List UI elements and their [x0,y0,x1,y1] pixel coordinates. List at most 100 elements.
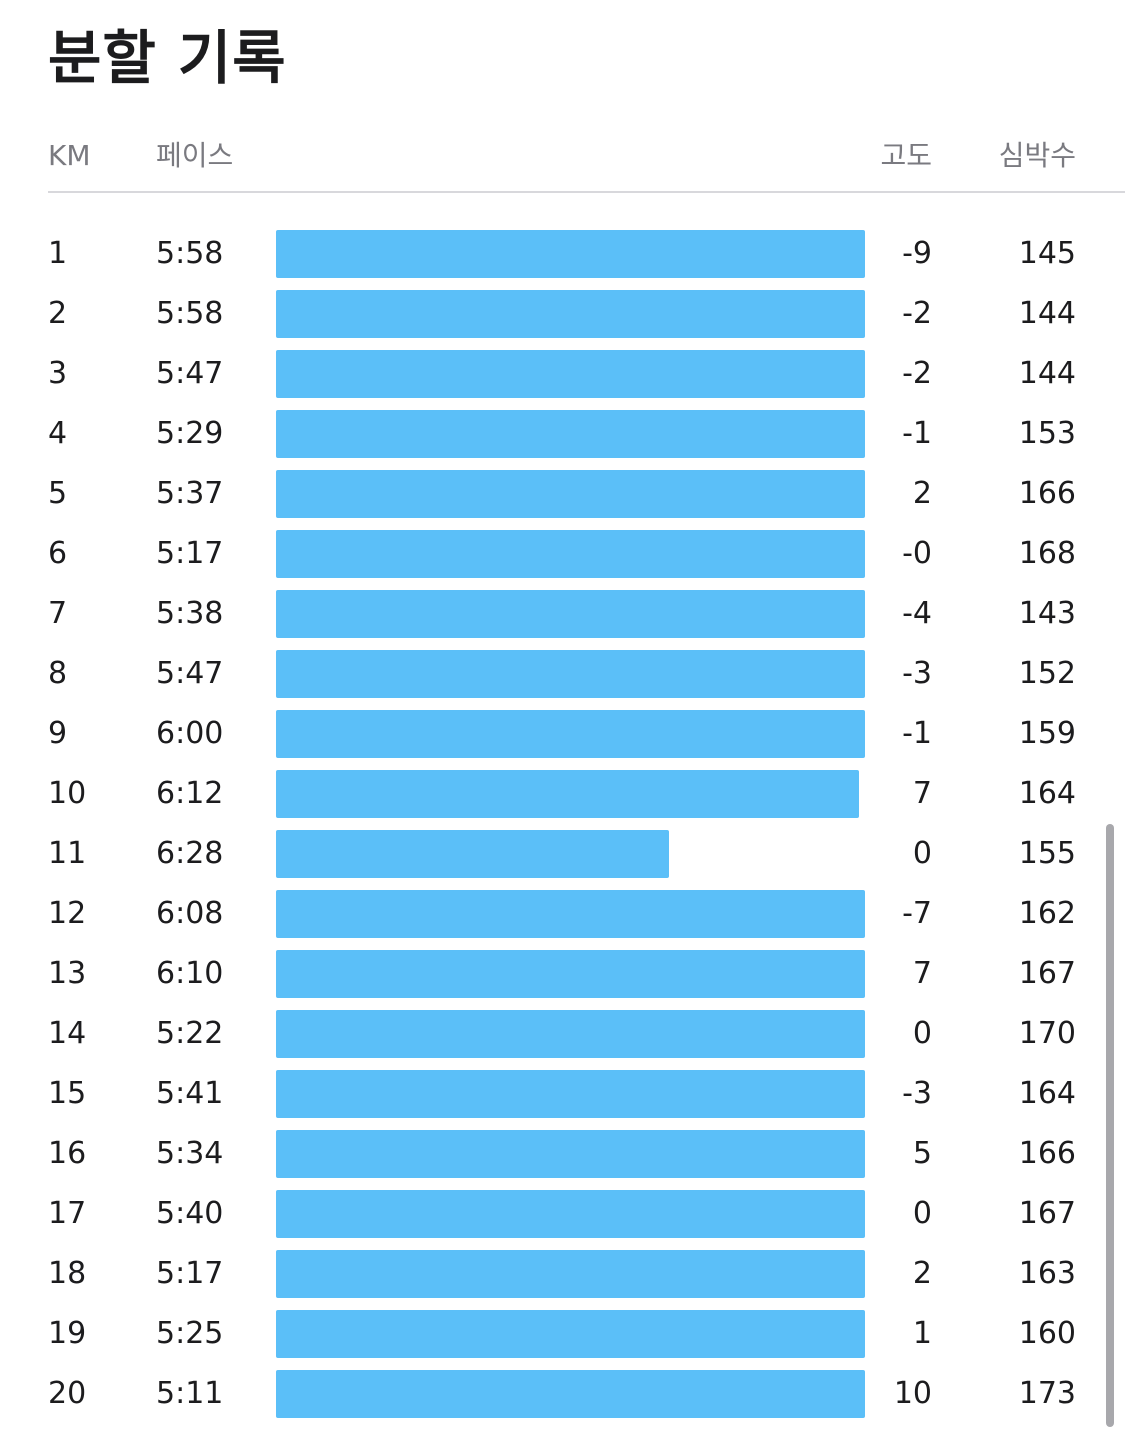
table-row: 2 5:58 -2 144 [0,284,1125,344]
split-km: 8 [48,656,68,691]
split-heart-rate: 166 [1018,1136,1076,1171]
pace-bar [276,590,865,638]
split-heart-rate: 144 [1018,356,1076,391]
split-km: 10 [48,776,87,811]
pace-bar [276,1370,865,1418]
page-title: 분할 기록 [48,24,287,92]
pace-bar [276,350,865,398]
scrollbar[interactable] [1106,824,1114,1427]
split-elevation: -1 [902,416,932,451]
split-pace: 6:10 [156,956,224,991]
split-pace: 5:17 [156,536,224,571]
split-heart-rate: 145 [1018,236,1076,271]
split-pace: 5:58 [156,296,224,331]
split-heart-rate: 162 [1018,896,1076,931]
table-row: 8 5:47 -3 152 [0,644,1125,704]
split-elevation: 2 [912,476,932,511]
split-elevation: 1 [912,1316,932,1351]
table-row: 20 5:11 10 173 [0,1364,1125,1424]
split-pace: 5:40 [156,1196,224,1231]
pace-bar [276,1070,865,1118]
column-header-heart-rate: 심박수 [998,139,1076,172]
pace-bar [276,290,865,338]
split-elevation: 10 [893,1376,932,1411]
split-elevation: -4 [902,596,932,631]
split-pace: 5:58 [156,236,224,271]
column-header-pace: 페이스 [156,139,234,172]
table-row: 7 5:38 -4 143 [0,584,1125,644]
table-row: 16 5:34 5 166 [0,1124,1125,1184]
split-km: 4 [48,416,68,451]
pace-bar [276,1190,865,1238]
split-km: 1 [48,236,68,271]
pace-bar [276,890,865,938]
split-pace: 5:47 [156,656,224,691]
split-km: 18 [48,1256,87,1291]
split-elevation: 5 [912,1136,932,1171]
split-km: 20 [48,1376,87,1411]
table-row: 12 6:08 -7 162 [0,884,1125,944]
split-elevation: -1 [902,716,932,751]
split-heart-rate: 159 [1018,716,1076,751]
split-km: 5 [48,476,68,511]
split-pace: 5:37 [156,476,224,511]
pace-bar [276,1310,865,1358]
table-row: 14 5:22 0 170 [0,1004,1125,1064]
split-pace: 5:11 [156,1376,224,1411]
table-row: 9 6:00 -1 159 [0,704,1125,764]
table-row: 15 5:41 -3 164 [0,1064,1125,1124]
table-row: 11 6:28 0 155 [0,824,1125,884]
table-row: 4 5:29 -1 153 [0,404,1125,464]
pace-bar [276,1130,865,1178]
split-km: 9 [48,716,68,751]
split-heart-rate: 164 [1018,776,1076,811]
split-elevation: 0 [912,1016,932,1051]
split-heart-rate: 143 [1018,596,1076,631]
split-elevation: 0 [912,1196,932,1231]
split-elevation: 7 [912,776,932,811]
split-elevation: -0 [902,536,932,571]
split-heart-rate: 168 [1018,536,1076,571]
split-pace: 5:41 [156,1076,224,1111]
pace-bar [276,470,865,518]
pace-bar [276,770,860,818]
split-heart-rate: 173 [1018,1376,1076,1411]
table-row: 5 5:37 2 166 [0,464,1125,524]
split-elevation: -9 [902,236,932,271]
pace-bar [276,530,865,578]
split-heart-rate: 166 [1018,476,1076,511]
split-km: 14 [48,1016,87,1051]
split-km: 7 [48,596,68,631]
pace-bar [276,230,865,278]
split-pace: 5:29 [156,416,224,451]
split-km: 16 [48,1136,87,1171]
split-heart-rate: 152 [1018,656,1076,691]
split-heart-rate: 163 [1018,1256,1076,1291]
split-pace: 6:28 [156,836,224,871]
split-elevation: -3 [902,656,932,691]
split-pace: 5:17 [156,1256,224,1291]
split-pace: 6:08 [156,896,224,931]
column-header-km: KM [48,139,91,172]
table-header: KM 페이스 고도 심박수 [0,130,1125,180]
split-pace: 6:00 [156,716,224,751]
split-pace: 6:12 [156,776,224,811]
split-heart-rate: 144 [1018,296,1076,331]
split-km: 13 [48,956,87,991]
split-km: 11 [48,836,87,871]
split-heart-rate: 160 [1018,1316,1076,1351]
table-row: 17 5:40 0 167 [0,1184,1125,1244]
split-km: 6 [48,536,68,571]
table-row: 10 6:12 7 164 [0,764,1125,824]
split-pace: 5:25 [156,1316,224,1351]
split-km: 3 [48,356,68,391]
column-header-elevation: 고도 [880,139,932,172]
split-heart-rate: 167 [1018,1196,1076,1231]
split-pace: 5:34 [156,1136,224,1171]
split-km: 17 [48,1196,87,1231]
split-km: 15 [48,1076,87,1111]
table-row: 19 5:25 1 160 [0,1304,1125,1364]
pace-bar [276,710,865,758]
pace-bar [276,650,865,698]
split-elevation: 7 [912,956,932,991]
